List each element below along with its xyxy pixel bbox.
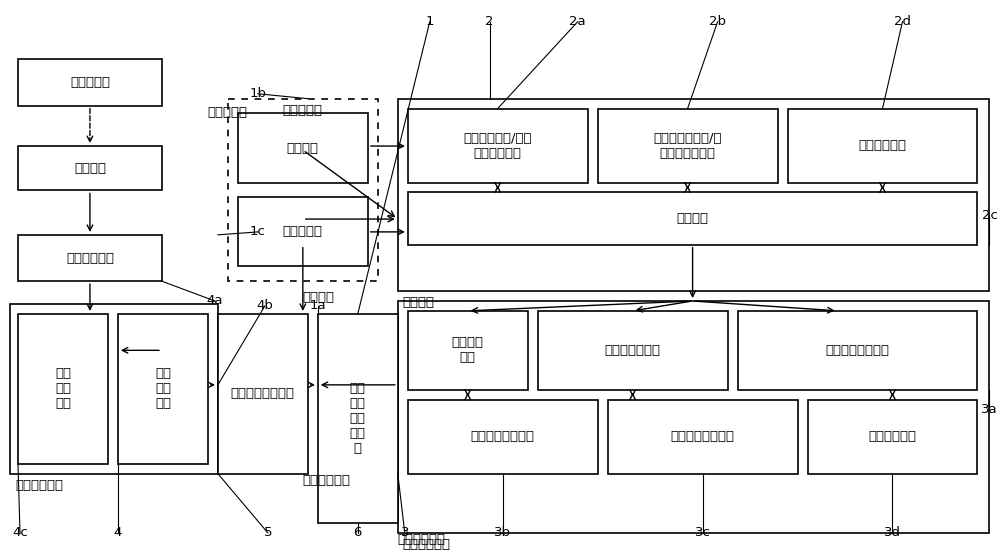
Bar (10, 304, 218, 474)
Bar (18, 59, 162, 106)
Text: 2a: 2a (569, 15, 586, 28)
Text: 处理模块: 处理模块 (677, 212, 709, 225)
Text: 3: 3 (401, 526, 409, 539)
Text: 视觉分析机构: 视觉分析机构 (15, 479, 63, 492)
Bar (118, 314, 208, 464)
Text: 视觉分析机构: 视觉分析机构 (303, 474, 351, 487)
Bar (598, 109, 778, 182)
Bar (788, 109, 977, 182)
Bar (408, 399, 598, 474)
Text: 4b: 4b (256, 299, 273, 312)
Text: 动态实际接触力/力
矩数据计算模块: 动态实际接触力/力 矩数据计算模块 (653, 132, 722, 160)
Text: 3a: 3a (981, 403, 998, 416)
Text: 装配
机器
人控
制机
构: 装配 机器 人控 制机 构 (350, 382, 366, 455)
Text: 静态位姿与力/力矩
关系映射模块: 静态位姿与力/力矩 关系映射模块 (463, 132, 532, 160)
Bar (408, 109, 588, 182)
Bar (18, 235, 162, 281)
Text: 点云处理模块: 点云处理模块 (66, 252, 114, 264)
Text: 预测机构: 预测机构 (303, 291, 335, 304)
Bar (538, 311, 728, 390)
Text: 待装配工件: 待装配工件 (70, 76, 110, 89)
Text: 1b: 1b (249, 87, 266, 100)
Text: 4a: 4a (207, 294, 223, 307)
Text: 深度相机: 深度相机 (74, 162, 106, 175)
Bar (408, 311, 528, 390)
Text: 装配机器人: 装配机器人 (283, 104, 323, 117)
Text: 单点接触分析模块: 单点接触分析模块 (471, 430, 535, 443)
Bar (398, 99, 989, 291)
Text: 受力分析机构: 受力分析机构 (403, 538, 451, 551)
Bar (398, 301, 989, 533)
Text: 6: 6 (354, 526, 362, 539)
Text: 3c: 3c (695, 526, 711, 539)
Bar (238, 114, 368, 182)
Text: 1a: 1a (310, 299, 326, 312)
Text: 3d: 3d (884, 526, 901, 539)
Bar (408, 192, 977, 245)
Bar (808, 399, 977, 474)
Text: 3b: 3b (494, 526, 511, 539)
Bar (318, 314, 398, 523)
Text: 姿态传感器: 姿态传感器 (283, 225, 323, 239)
Text: 接触点判断单元: 接触点判断单元 (605, 344, 661, 357)
Text: 2c: 2c (982, 209, 997, 222)
Bar (238, 197, 368, 267)
Text: 手眼关系处理机构: 手眼关系处理机构 (231, 387, 295, 400)
Text: 2: 2 (485, 15, 494, 28)
Text: 模板
匹配
模块: 模板 匹配 模块 (155, 368, 171, 410)
Text: 判断处理
模块: 判断处理 模块 (452, 336, 484, 364)
Text: 数据存储模块: 数据存储模块 (859, 139, 907, 152)
Bar (18, 146, 162, 191)
Text: 5: 5 (264, 526, 272, 539)
Text: 2b: 2b (709, 15, 726, 28)
Text: 受力分析机构: 受力分析机构 (398, 533, 446, 546)
Text: 数据存储单元: 数据存储单元 (868, 430, 916, 443)
Text: 力传感器: 力传感器 (287, 142, 319, 154)
Text: 1: 1 (426, 15, 434, 28)
Bar (228, 99, 378, 281)
Bar (608, 399, 798, 474)
Bar (218, 314, 308, 474)
Text: 4c: 4c (12, 526, 28, 539)
Text: 模板
存储
单元: 模板 存储 单元 (55, 368, 71, 410)
Text: 预测机构: 预测机构 (403, 296, 435, 310)
Text: 1c: 1c (250, 225, 266, 239)
Text: 分析结果判断单元: 分析结果判断单元 (826, 344, 890, 357)
Text: 装配机器人: 装配机器人 (208, 106, 248, 118)
Text: 两点接触分析模块: 两点接触分析模块 (671, 430, 735, 443)
Text: 4: 4 (114, 526, 122, 539)
Text: 2d: 2d (894, 15, 911, 28)
Bar (738, 311, 977, 390)
Bar (18, 314, 108, 464)
